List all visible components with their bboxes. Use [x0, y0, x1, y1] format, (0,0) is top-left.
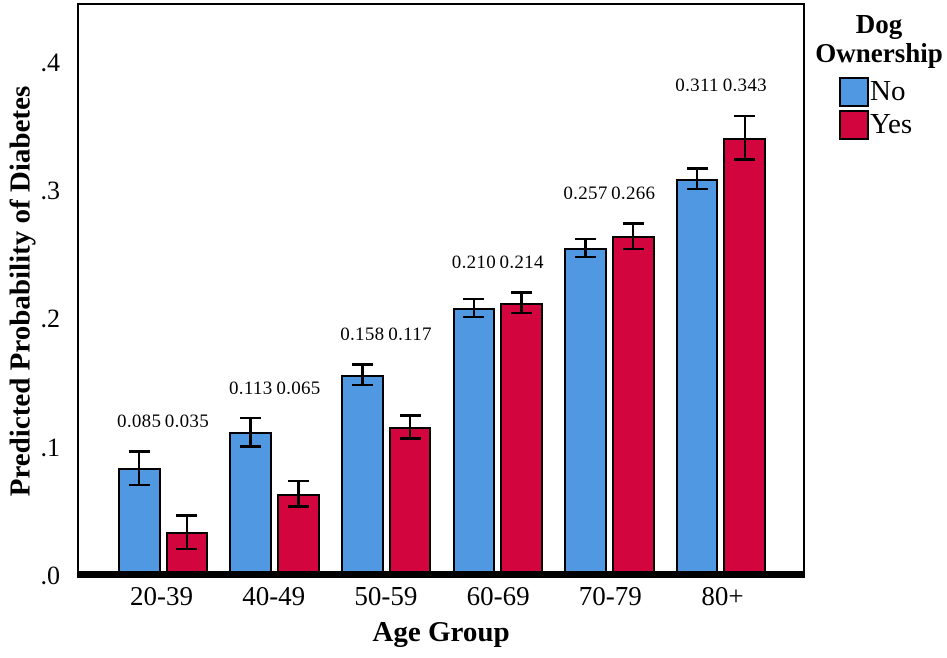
legend-swatch-yes [839, 109, 869, 140]
error-bar-yes-40-49 [288, 479, 309, 508]
bar-yes-70-79 [611, 236, 655, 577]
error-bar-cap-top [622, 222, 644, 225]
error-bar-stem [361, 363, 364, 387]
error-bar-cap-bot [176, 547, 198, 551]
value-label-no-50-59: 0.158 [340, 323, 385, 345]
value-label-no-60-69: 0.210 [451, 252, 497, 274]
error-bar-cap-top [686, 167, 708, 170]
error-bar-yes-70-79 [622, 222, 644, 251]
error-bar-no-20-39 [128, 450, 150, 487]
error-bar-no-40-49 [240, 416, 262, 448]
value-label-no-70-79: 0.257 [563, 183, 608, 205]
legend-swatch-no [839, 76, 869, 107]
x-axis-title: Age Group [372, 616, 510, 648]
value-label-yes-40-49: 0.065 [276, 377, 321, 399]
y-tick-label: .3 [40, 176, 61, 206]
bar-no-80+ [675, 178, 719, 577]
bar-no-40-49 [229, 432, 273, 577]
bar-no-50-59 [340, 374, 384, 577]
error-bar-stem [631, 222, 635, 251]
error-bar-yes-20-39 [176, 514, 198, 551]
error-bar-no-80+ [686, 167, 708, 191]
x-tick-label-60-69: 60-69 [466, 581, 530, 611]
value-label-yes-50-59: 0.117 [388, 323, 432, 345]
error-bar-stem [297, 479, 300, 508]
bar-yes-80+ [723, 137, 767, 577]
y-tick-label: .1 [40, 432, 61, 462]
x-axis-tick-labels: 20-39 40-49 50-59 60-69 70-79 80+ [0, 581, 947, 615]
error-bar-no-70-79 [575, 237, 596, 259]
y-tick-label: .4 [40, 47, 61, 77]
error-bar-cap-bot [463, 315, 485, 319]
error-bar-cap-top [511, 291, 533, 294]
legend-label-yes: Yes [870, 108, 913, 141]
value-label-yes-80+: 0.343 [722, 75, 767, 97]
error-bar-cap-top [240, 416, 262, 420]
bar-no-60-69 [452, 308, 496, 577]
error-bar-yes-80+ [734, 114, 756, 161]
value-label-no-40-49: 0.113 [228, 377, 273, 399]
y-axis-tick-labels: .0 .1 .2 .3 .4 [0, 3, 68, 590]
error-bar-cap-bot [288, 505, 309, 508]
legend-title: Dog Ownership [815, 9, 943, 68]
x-tick-label-40-49: 40-49 [242, 581, 306, 611]
error-bar-stem [408, 414, 412, 440]
bar-yes-60-69 [500, 302, 544, 577]
error-bar-cap-bot [575, 255, 596, 259]
bar-yes-50-59 [388, 427, 432, 577]
error-bar-stem [584, 237, 587, 259]
value-label-no-80+: 0.311 [675, 75, 719, 97]
error-bar-stem [695, 167, 699, 191]
error-bar-no-60-69 [463, 297, 485, 319]
error-bar-cap-top [463, 297, 485, 301]
x-axis-line [77, 571, 805, 578]
error-bar-yes-50-59 [399, 414, 421, 440]
error-bar-cap-top [176, 514, 198, 517]
error-bar-cap-bot [734, 158, 756, 161]
error-bar-stem [520, 291, 523, 315]
legend-items: No Yes [811, 76, 947, 140]
legend-item-no: No [839, 76, 947, 107]
legend: Dog Ownership No Yes [811, 10, 947, 142]
error-bar-stem [249, 416, 252, 448]
plot-area: 0.085 0.035 0.113 0.065 0.158 0.117 0.210 0.214… [77, 3, 805, 577]
error-bar-stem [185, 514, 189, 551]
error-bar-stem [743, 114, 747, 161]
error-bar-cap-top [351, 363, 373, 366]
error-bar-stem [472, 297, 476, 319]
error-bar-cap-top [575, 237, 596, 241]
bar-no-20-39 [117, 468, 161, 577]
error-bar-cap-bot [128, 483, 150, 487]
error-bar-cap-top [399, 414, 421, 417]
error-bar-cap-top [288, 479, 309, 483]
value-label-yes-20-39: 0.035 [164, 411, 210, 433]
legend-label-no: No [870, 75, 906, 108]
x-tick-label-50-59: 50-59 [354, 581, 418, 611]
y-tick-label: .2 [40, 304, 61, 334]
error-bar-cap-bot [399, 437, 421, 440]
value-label-yes-60-69: 0.214 [499, 252, 544, 274]
value-label-no-20-39: 0.085 [117, 411, 162, 433]
x-tick-label-20-39: 20-39 [130, 581, 193, 611]
error-bar-yes-60-69 [511, 291, 533, 315]
x-tick-label-80+: 80+ [701, 581, 744, 611]
error-bar-stem [137, 450, 141, 487]
x-tick-label-70-79: 70-79 [578, 581, 642, 611]
error-bar-cap-top [128, 450, 150, 453]
bar-no-70-79 [564, 247, 607, 577]
y-tick-label: .0 [40, 561, 61, 590]
value-label-yes-70-79: 0.266 [611, 183, 656, 205]
error-bar-no-50-59 [351, 363, 373, 387]
legend-item-yes: Yes [839, 109, 947, 140]
error-bar-cap-bot [351, 383, 373, 387]
error-bar-cap-bot [686, 187, 708, 191]
error-bar-cap-top [734, 114, 756, 118]
error-bar-cap-bot [622, 247, 644, 251]
error-bar-cap-bot [240, 445, 262, 448]
error-bar-cap-bot [511, 311, 533, 315]
